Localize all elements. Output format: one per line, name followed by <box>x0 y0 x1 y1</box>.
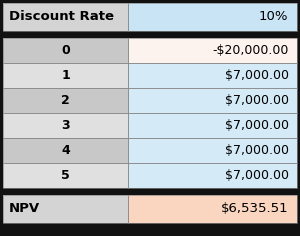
Bar <box>3 138 128 163</box>
Bar <box>3 63 128 88</box>
Bar <box>3 38 128 63</box>
Text: 4: 4 <box>61 144 70 157</box>
Bar <box>128 3 297 31</box>
Bar <box>3 113 128 138</box>
Text: $7,000.00: $7,000.00 <box>224 119 289 132</box>
Bar <box>3 88 128 113</box>
Bar <box>128 63 297 88</box>
Bar <box>3 195 128 223</box>
Bar <box>128 113 297 138</box>
Text: $7,000.00: $7,000.00 <box>224 94 289 107</box>
Text: 1: 1 <box>61 69 70 82</box>
Text: $7,000.00: $7,000.00 <box>224 69 289 82</box>
Bar <box>3 63 128 88</box>
Bar <box>128 113 297 138</box>
Text: Discount Rate: Discount Rate <box>9 10 114 24</box>
Text: 5: 5 <box>61 169 70 182</box>
Text: $6,535.51: $6,535.51 <box>221 202 289 215</box>
Bar <box>128 163 297 188</box>
Bar <box>3 31 297 38</box>
Bar <box>128 38 297 63</box>
Bar <box>3 163 128 188</box>
Bar <box>128 88 297 113</box>
Text: 2: 2 <box>61 94 70 107</box>
Bar <box>128 138 297 163</box>
Bar <box>128 38 297 63</box>
Text: $7,000.00: $7,000.00 <box>224 169 289 182</box>
Bar <box>3 163 128 188</box>
Bar <box>128 195 297 223</box>
Text: 3: 3 <box>61 119 70 132</box>
Bar <box>128 195 297 223</box>
Text: 0: 0 <box>61 44 70 57</box>
Bar <box>128 63 297 88</box>
Bar <box>3 138 128 163</box>
Bar <box>128 3 297 31</box>
Bar <box>3 195 128 223</box>
Bar <box>3 88 128 113</box>
Text: 10%: 10% <box>259 10 289 24</box>
Text: NPV: NPV <box>9 202 40 215</box>
Bar <box>128 138 297 163</box>
Bar <box>3 3 128 31</box>
Bar <box>3 3 128 31</box>
Bar <box>3 38 128 63</box>
Text: -$20,000.00: -$20,000.00 <box>212 44 289 57</box>
Text: $7,000.00: $7,000.00 <box>224 144 289 157</box>
Bar <box>3 188 297 195</box>
Bar <box>128 163 297 188</box>
Bar <box>3 113 128 138</box>
Bar <box>128 88 297 113</box>
